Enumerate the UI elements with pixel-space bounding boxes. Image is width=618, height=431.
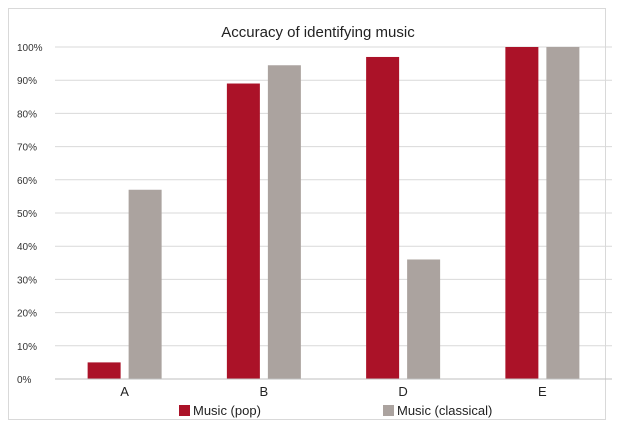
bar-b-series-1 bbox=[226, 83, 260, 380]
y-tick-label: 0% bbox=[17, 375, 32, 386]
bar-a-series-2 bbox=[128, 189, 162, 379]
y-tick-label: 60% bbox=[17, 176, 37, 187]
y-tick-label: 50% bbox=[17, 209, 37, 220]
legend: Music (pop) Music (classical) bbox=[179, 403, 492, 418]
legend-label: Music (classical) bbox=[397, 403, 492, 418]
bar-a-series-1 bbox=[87, 362, 121, 379]
y-axis-ticks: 0% 10% 20% 30% 40% 50% 60% 70% 80% 90% 100% bbox=[17, 43, 43, 386]
x-tick-label: A bbox=[120, 384, 129, 399]
legend-swatch bbox=[179, 405, 190, 416]
y-tick-label: 70% bbox=[17, 143, 37, 154]
y-tick-label: 80% bbox=[17, 109, 37, 120]
y-tick-label: 20% bbox=[17, 309, 37, 320]
y-tick-label: 10% bbox=[17, 342, 37, 353]
legend-swatch bbox=[383, 405, 394, 416]
bar-d-series-2 bbox=[407, 259, 441, 379]
x-tick-label: D bbox=[398, 384, 407, 399]
y-tick-label: 30% bbox=[17, 275, 37, 286]
x-tick-label: B bbox=[260, 384, 269, 399]
bar-d-series-1 bbox=[366, 56, 400, 380]
x-tick-label: E bbox=[538, 384, 547, 399]
bar-b-series-2 bbox=[267, 65, 301, 379]
bar-e-series-2 bbox=[546, 47, 580, 379]
bar-e-series-1 bbox=[505, 47, 539, 379]
chart-title: Accuracy of identifying music bbox=[221, 24, 415, 41]
y-tick-label: 40% bbox=[17, 242, 37, 253]
bars bbox=[87, 47, 580, 380]
y-tick-label: 100% bbox=[17, 43, 43, 54]
legend-label: Music (pop) bbox=[193, 403, 261, 418]
y-tick-label: 90% bbox=[17, 76, 37, 87]
